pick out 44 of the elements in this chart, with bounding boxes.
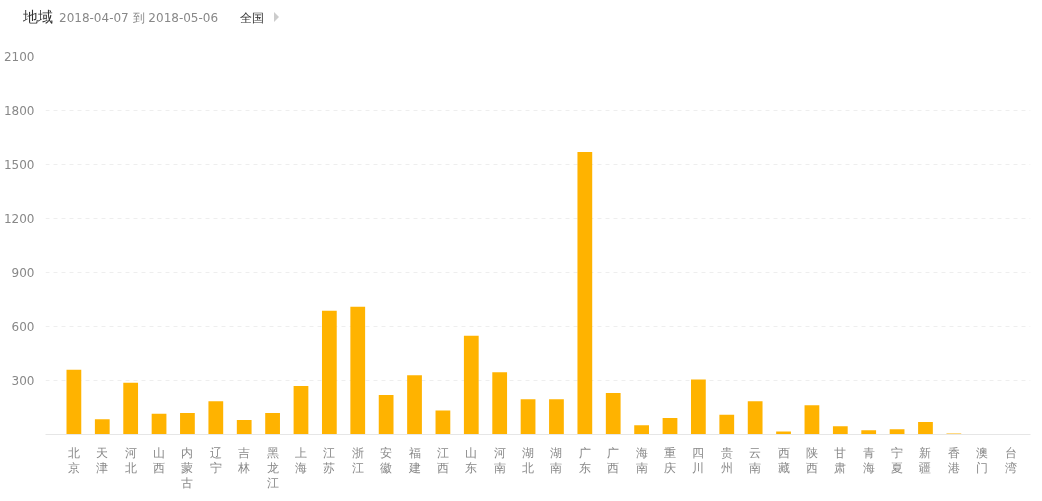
- x-tick-label: 广东: [578, 445, 591, 475]
- x-tick-label: 福建: [407, 445, 421, 475]
- x-tick-label: 云南: [749, 445, 762, 475]
- x-tick-label: 辽宁: [209, 445, 222, 475]
- x-tick-label: 香港: [947, 445, 960, 475]
- x-tick-label: 上海: [294, 445, 307, 475]
- x-tick-label: 贵州: [720, 445, 733, 475]
- x-tick-label: 重庆: [664, 445, 676, 475]
- x-tick-label: 吉林: [237, 445, 251, 475]
- x-tick-label: 河北: [124, 445, 137, 475]
- x-tick-label: 台湾: [1004, 445, 1017, 475]
- x-tick-label: 内蒙古: [181, 445, 194, 491]
- x-tick-label: 北京: [67, 445, 80, 475]
- x-tick-label: 河南: [493, 445, 506, 475]
- y-tick-label: 1500: [3, 158, 35, 172]
- x-tick-label: 湖南: [550, 445, 563, 475]
- y-tick-label: 900: [11, 266, 35, 280]
- x-tick-label: 新疆: [919, 445, 932, 475]
- x-tick-label: 山西: [153, 445, 166, 475]
- chart-subtitle: 2018-04-07 到 2018-05-06: [59, 11, 219, 25]
- x-tick-label: 天津: [96, 445, 109, 475]
- text: 全国: [240, 11, 265, 25]
- x-tick-label: 湖北: [522, 445, 535, 475]
- x-tick-label: 陕西: [805, 445, 818, 475]
- y-tick-label: 600: [11, 320, 35, 334]
- x-tick-label: 西藏: [777, 445, 790, 475]
- y-tick-label: 1200: [3, 212, 35, 226]
- x-tick-label: 山东: [465, 445, 478, 475]
- y-tick-label: 1800: [3, 104, 35, 118]
- x-tick-label: 广西: [607, 445, 620, 475]
- x-tick-label: 江苏: [323, 445, 336, 475]
- x-tick-label: 黑龙江: [266, 445, 279, 491]
- x-tick-label: 澳门: [976, 445, 989, 475]
- x-tick-label: 江西: [436, 445, 449, 475]
- x-tick-label: 安徽: [380, 445, 393, 475]
- x-tick-label: 海南: [635, 445, 648, 475]
- x-tick-label: 浙江: [351, 445, 364, 475]
- y-tick-label: 2100: [3, 50, 35, 64]
- x-tick-label: 四川: [692, 445, 705, 475]
- y-tick-label: 300: [11, 374, 35, 388]
- x-tick-label: 甘肃: [834, 445, 847, 475]
- x-tick-label: 宁夏: [891, 445, 904, 475]
- x-tick-label: 青海: [862, 445, 875, 475]
- chart-title: 地域: [23, 8, 53, 26]
